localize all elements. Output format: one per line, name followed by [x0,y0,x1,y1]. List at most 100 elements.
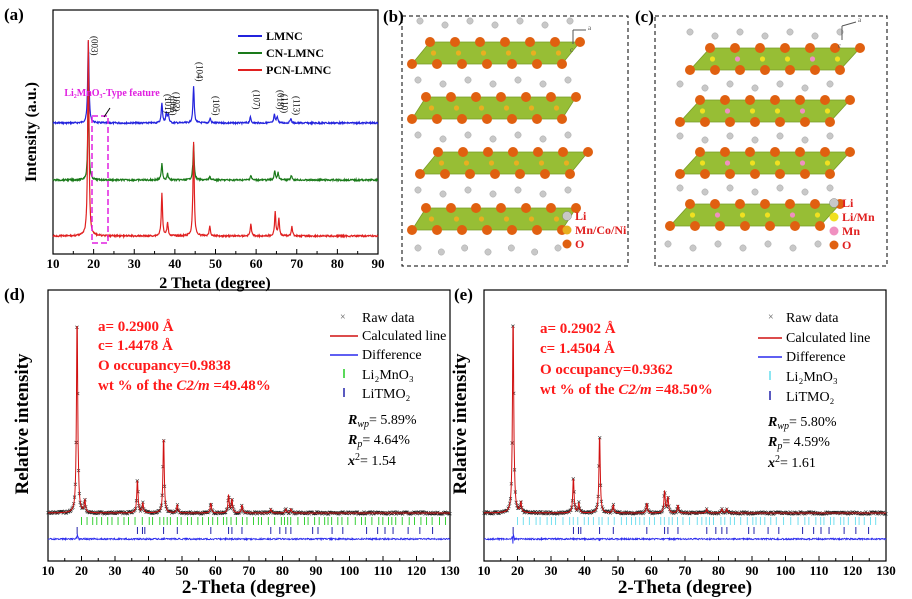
lithium-atom [739,244,747,252]
oxygen-atom [710,199,720,209]
lithium-atom [539,190,547,198]
lithium-atom [801,136,809,144]
metal-atom [478,105,485,111]
x-tick-label: 90 [310,563,323,578]
lithium-atom [786,28,794,36]
oxygen-atom [740,221,750,231]
lithium-atom [461,244,469,252]
metal-atom [478,216,485,222]
lithium-atom [491,21,499,29]
peak-label: (102) [171,92,181,112]
oxygen-atom [540,169,550,179]
oxygen-atom [521,203,531,213]
legend-li-b: Li [575,209,587,223]
oxygen-atom [415,169,425,179]
lithium-atom [489,80,497,88]
oxygen-atom [457,114,467,124]
oxygen-atom [482,114,492,124]
peak-label: (104) [195,62,205,82]
legend-o-dot-c [829,240,839,250]
x-tick-label: 50 [209,256,222,271]
oxygen-atom [695,95,705,105]
oxygen-atom [571,92,581,102]
raw-data-point [141,500,145,504]
x-tick-label: 120 [843,563,863,578]
lithium-atom [686,28,694,36]
x-tick-label: 60 [209,563,222,578]
x-tick-label: 110 [810,563,829,578]
metal-atom [528,105,535,111]
legend-diff-e: Difference [786,350,846,365]
legend-tm-dot-b [562,225,572,235]
oxygen-atom [508,147,518,157]
panel-a: (a) 10 20 30 40 50 60 70 80 90 2 Theta (degree) … [4,5,385,292]
lithium-atom [761,32,769,40]
lithium-atom [826,80,834,88]
legend-a: LMNC CN-LMNC PCN-LMNC [238,29,331,77]
lithium-atom [441,21,449,29]
lithium-atom [414,76,422,84]
y-axis-label-e: Relative intensity [450,353,471,494]
x-tick-label: 20 [511,563,524,578]
legend-li2mno3-e: Li₂MnO₃ [786,370,838,385]
metal-atom [505,50,512,56]
oxygen-atom [750,117,760,127]
oxygen-atom [720,147,730,157]
x-tick-label: 60 [645,563,658,578]
legend-mn-c: Mn [842,224,860,238]
lithium-atom [414,244,422,252]
oxygen-atom [432,225,442,235]
raw-data-point [577,500,581,504]
oxygen-atom [755,43,765,53]
metal-atom [428,216,435,222]
x-tick-label: 60 [250,256,263,271]
panel-label-d: (d) [4,285,25,304]
lithium-atom [531,248,539,256]
lithium-atom [751,188,759,196]
x-tick-label: 40 [168,256,181,271]
oxygen-atom [800,117,810,127]
lithium-atom [664,240,672,248]
structure-frame-c [654,15,888,267]
raw-data-point [228,506,233,511]
oxygen-atom [675,169,685,179]
x-tick-label: 70 [243,563,256,578]
legend-b: Li Mn/Co/Ni O [562,209,627,251]
legend-diff-d: Difference [362,348,422,363]
curves-a [52,39,379,240]
x-tick-label: 30 [109,563,122,578]
li2mno3-feature-arrow [103,107,111,118]
peak-label: (113) [292,96,302,115]
oxygen-atom [795,95,805,105]
metal-atom [739,212,746,218]
oxygen-atom [496,92,506,102]
metal-atom [488,160,495,166]
lithium-atom [751,84,759,92]
metal-atom [809,56,816,62]
lithium-atom [776,184,784,192]
li2mno3-feature-label-1: Li₂MnO₃-Type feature [64,88,160,99]
oxygen-atom [583,147,593,157]
legend-limn-dot-c [829,212,839,222]
x-ticks-e: 10 20 30 40 50 60 70 80 90 100 110 120 130 [478,556,896,578]
oxygen-atom [775,117,785,127]
lithium-atom [726,132,734,140]
oxygen-atom [525,37,535,47]
raw-data-point [223,510,228,515]
lithium-atom [514,76,522,84]
legend-li-dot-c [829,198,839,208]
lithium-atom [516,17,524,25]
oxygen-atom [407,225,417,235]
oxygen-atom [750,169,760,179]
lithium-atom [826,132,834,140]
oxygen-atom [565,169,575,179]
oxygen-atom [500,37,510,47]
lithium-atom [507,244,515,252]
oxygen-atom [482,59,492,69]
oxygen-atom [845,95,855,105]
oxygen-atom [507,225,517,235]
oxygen-atom [457,59,467,69]
metal-atom [430,50,437,56]
x-tick-label: 90 [372,256,385,271]
oxygen-atom [515,169,525,179]
